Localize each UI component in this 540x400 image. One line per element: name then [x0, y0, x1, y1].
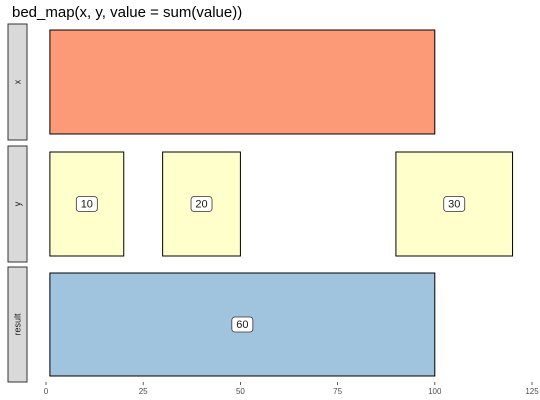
value-label: 10 [81, 199, 93, 211]
facet-strip-label-result: result [13, 313, 23, 336]
facet-strip-label-y: y [13, 201, 23, 206]
value-label: 30 [448, 199, 460, 211]
facet-strip-y [7, 145, 28, 263]
facet-strip-x [7, 23, 28, 141]
x-tick-label: 0 [44, 387, 49, 396]
chart-title: bed_map(x, y, value = sum(value)) [12, 4, 243, 21]
value-label-box [443, 196, 466, 212]
facet-strip-result [7, 266, 28, 383]
value-label-box [190, 196, 213, 212]
value-label: 20 [195, 199, 207, 211]
x-tick-label: 50 [236, 387, 245, 396]
value-label: 60 [236, 319, 248, 331]
x-tick-label: 25 [139, 387, 148, 396]
value-label-box [75, 196, 98, 212]
interval-x-0 [49, 29, 436, 135]
x-tick-label: 75 [333, 387, 342, 396]
x-tick-label: 125 [525, 387, 539, 396]
x-tick-label: 100 [428, 387, 442, 396]
facet-strip-label-x: x [13, 79, 23, 84]
value-label-box [231, 316, 254, 333]
